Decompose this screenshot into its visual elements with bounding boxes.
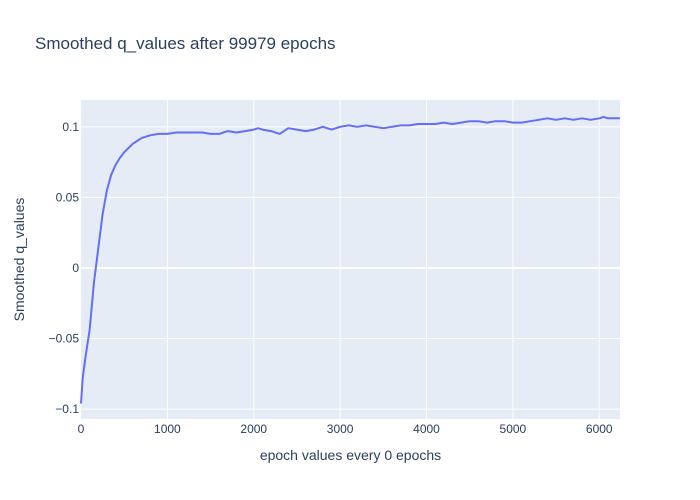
plot-area [81,100,620,419]
x-tick-label: 2000 [240,422,267,436]
x-tick-label: 6000 [586,422,613,436]
x-tick-label: 0 [78,422,85,436]
y-axis-title: Smoothed q_values [11,198,27,322]
series-line [80,115,620,404]
y-tick-label: −0.05 [49,332,80,346]
y-tick-label: 0.1 [62,120,79,134]
y-tick-label: −0.1 [55,402,79,416]
y-tick-label: 0.05 [56,190,80,204]
x-tick-label: 4000 [413,422,440,436]
x-tick-label: 3000 [327,422,354,436]
series-layer [80,115,620,404]
x-tick-label: 5000 [500,422,527,436]
y-axis-ticks: −0.1 −0.05 0 0.05 0.1 [49,120,80,416]
x-axis-title: epoch values every 0 epochs [260,447,441,463]
x-tick-label: 1000 [154,422,181,436]
chart-title: Smoothed q_values after 99979 epochs [35,34,336,53]
y-tick-label: 0 [72,261,79,275]
x-axis-ticks: 0 1000 2000 3000 4000 5000 6000 [78,422,613,436]
grid-lines [81,100,620,419]
